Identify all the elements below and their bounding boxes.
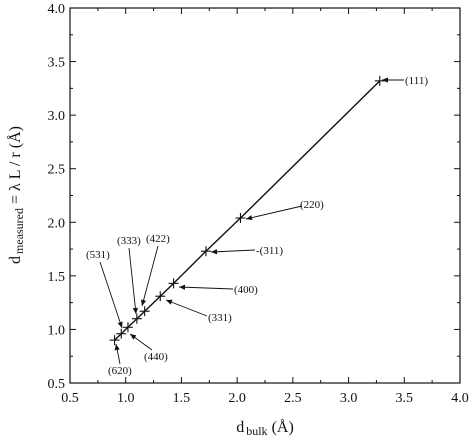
x-tick-label: 1.5 xyxy=(173,391,191,406)
annotation-label: (333) xyxy=(117,235,141,247)
y-tick-label: 1.5 xyxy=(48,270,66,285)
data-point xyxy=(131,313,142,324)
y-tick-labels: 0.5 1.0 1.5 2.0 2.5 3.0 3.5 4.0 xyxy=(48,2,66,392)
annotation-arrowhead xyxy=(114,344,120,351)
annotation-arrow xyxy=(178,286,234,290)
x-tick-label: 2.5 xyxy=(284,391,302,406)
annotation-label: (400) xyxy=(234,284,258,296)
y-tick-label: 3.0 xyxy=(48,109,66,124)
x-tick-labels: 0.5 1.0 1.5 2.0 2.5 3.0 3.5 4.0 xyxy=(61,391,469,406)
data-point xyxy=(374,75,385,86)
annotation-label: (331) xyxy=(208,312,232,324)
data-point xyxy=(109,335,120,346)
annotation: -(311) xyxy=(210,245,283,257)
x-tick-label: 4.0 xyxy=(451,391,469,406)
annotation-label: -(311) xyxy=(256,245,283,257)
annotation-arrowhead xyxy=(246,215,253,221)
annotation-arrowhead xyxy=(132,307,138,314)
annotation-label: (220) xyxy=(300,199,324,211)
annotations: (111) (220) -(311) (400) (331) (422) (333) (531… xyxy=(86,75,428,377)
annotation-label: (422) xyxy=(146,233,170,245)
x-tick-label: 3.5 xyxy=(396,391,414,406)
x-tick-label: 2.0 xyxy=(228,391,246,406)
annotation-arrowhead xyxy=(130,334,137,340)
annotation-arrow xyxy=(99,261,123,329)
x-tick-label: 1.0 xyxy=(117,391,135,406)
axis-ticks xyxy=(69,7,461,384)
annotation-arrowhead xyxy=(166,299,173,305)
y-tick-label: 1.0 xyxy=(48,323,66,338)
annotation: (400) xyxy=(178,284,258,296)
data-point xyxy=(200,246,211,257)
annotation-label: (620) xyxy=(108,365,132,377)
y-tick-label: 0.5 xyxy=(48,377,66,392)
annotation-arrowhead xyxy=(179,284,186,290)
data-series xyxy=(109,75,385,346)
annotation: (440) xyxy=(129,333,168,363)
annotation: (333) xyxy=(117,235,141,315)
annotation-arrow xyxy=(210,249,256,253)
annotation: (220) xyxy=(245,199,324,221)
data-point xyxy=(168,278,179,289)
y-tick-label: 3.5 xyxy=(48,56,66,71)
annotation: (422) xyxy=(141,233,170,307)
x-axis-title: d bulk (Å) xyxy=(236,418,294,438)
annotation-arrow xyxy=(245,205,303,220)
annotation: (111) xyxy=(382,75,428,87)
x-tick-label: 3.0 xyxy=(340,391,358,406)
annotation-label: (111) xyxy=(405,75,428,87)
y-tick-label: 2.5 xyxy=(48,163,66,178)
data-point xyxy=(116,328,127,339)
series-line xyxy=(114,80,381,341)
annotation: (331) xyxy=(165,299,232,324)
annotation: (531) xyxy=(86,249,123,329)
data-point xyxy=(122,322,133,333)
data-point xyxy=(235,213,246,223)
y-tick-label: 4.0 xyxy=(48,2,66,17)
annotation-label: (531) xyxy=(86,249,110,261)
y-tick-label: 2.0 xyxy=(48,216,66,231)
annotation-arrow xyxy=(141,245,159,307)
annotation-arrowhead xyxy=(141,299,147,306)
y-axis-title: dmeasured = λ L / r (Å) xyxy=(6,126,26,264)
data-point xyxy=(155,291,166,302)
annotation-arrow xyxy=(128,247,137,315)
annotation-arrowhead xyxy=(211,249,218,255)
annotation: (620) xyxy=(108,343,132,377)
annotation-arrowhead xyxy=(382,77,388,83)
x-tick-label: 0.5 xyxy=(61,391,79,406)
annotation-label: (440) xyxy=(144,351,168,363)
data-point xyxy=(139,306,150,317)
annotation-arrowhead xyxy=(117,321,123,328)
annotation-arrow xyxy=(165,299,208,317)
